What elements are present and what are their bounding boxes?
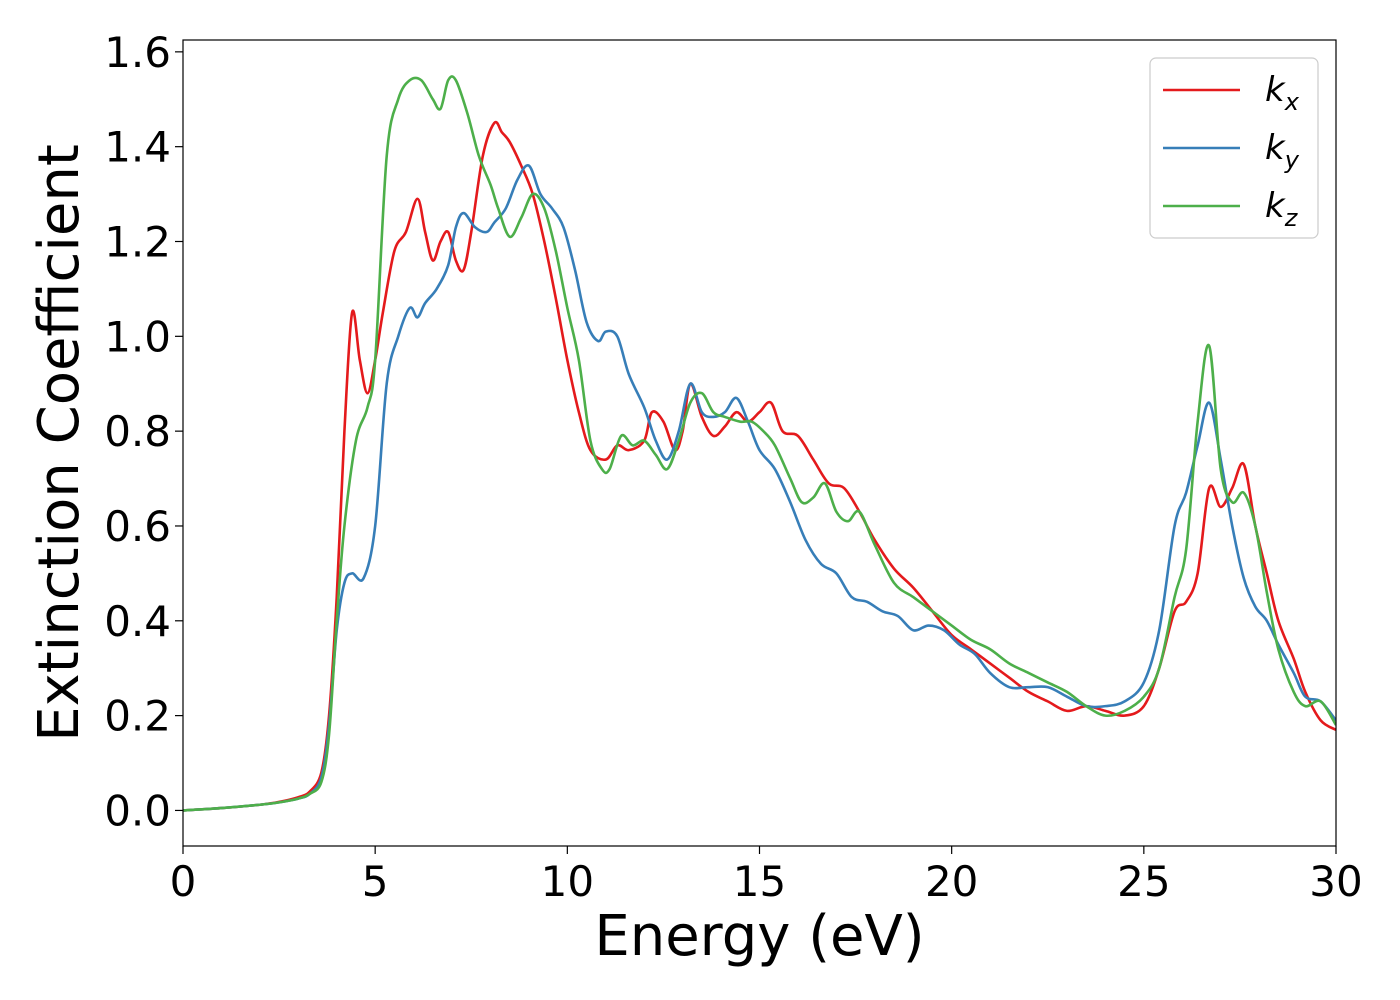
legend: kx ky kz xyxy=(1149,57,1319,239)
series-layer xyxy=(183,75,1336,812)
y-tick-label: 1.6 xyxy=(104,28,171,77)
series-line-ky xyxy=(183,164,1336,812)
x-tick-label: 5 xyxy=(362,857,389,906)
y-tick-label: 1.0 xyxy=(104,312,171,361)
y-tick-label: 0.4 xyxy=(104,597,171,646)
y-tick-label: 1.2 xyxy=(104,218,171,267)
x-tick-label: 0 xyxy=(170,857,197,906)
y-tick-label: 0.0 xyxy=(104,786,171,835)
series-line-kz xyxy=(183,75,1336,812)
y-tick-label: 0.8 xyxy=(104,407,171,456)
y-tick-label: 1.4 xyxy=(104,123,171,172)
x-axis-title: Energy (eV) xyxy=(594,904,924,969)
x-tick-label: 10 xyxy=(541,857,594,906)
y-tick-label: 0.2 xyxy=(104,692,171,741)
ticks-layer: 0 5 10 15 20 25 30 0.0 0.2 0.4 0.6 0.8 1.0 1.2 1.4 1.6 xyxy=(104,28,1363,906)
legend-label-ky: ky xyxy=(1265,128,1300,174)
legend-label-kz: kz xyxy=(1265,186,1299,232)
legend-label-kx: kx xyxy=(1265,70,1300,116)
x-tick-label: 25 xyxy=(1117,857,1170,906)
x-tick-label: 20 xyxy=(925,857,978,906)
y-tick-label: 0.6 xyxy=(104,502,171,551)
x-tick-label: 30 xyxy=(1309,857,1362,906)
x-tick-label: 15 xyxy=(733,857,786,906)
y-axis-title: Extinction Coefficient xyxy=(27,144,92,742)
